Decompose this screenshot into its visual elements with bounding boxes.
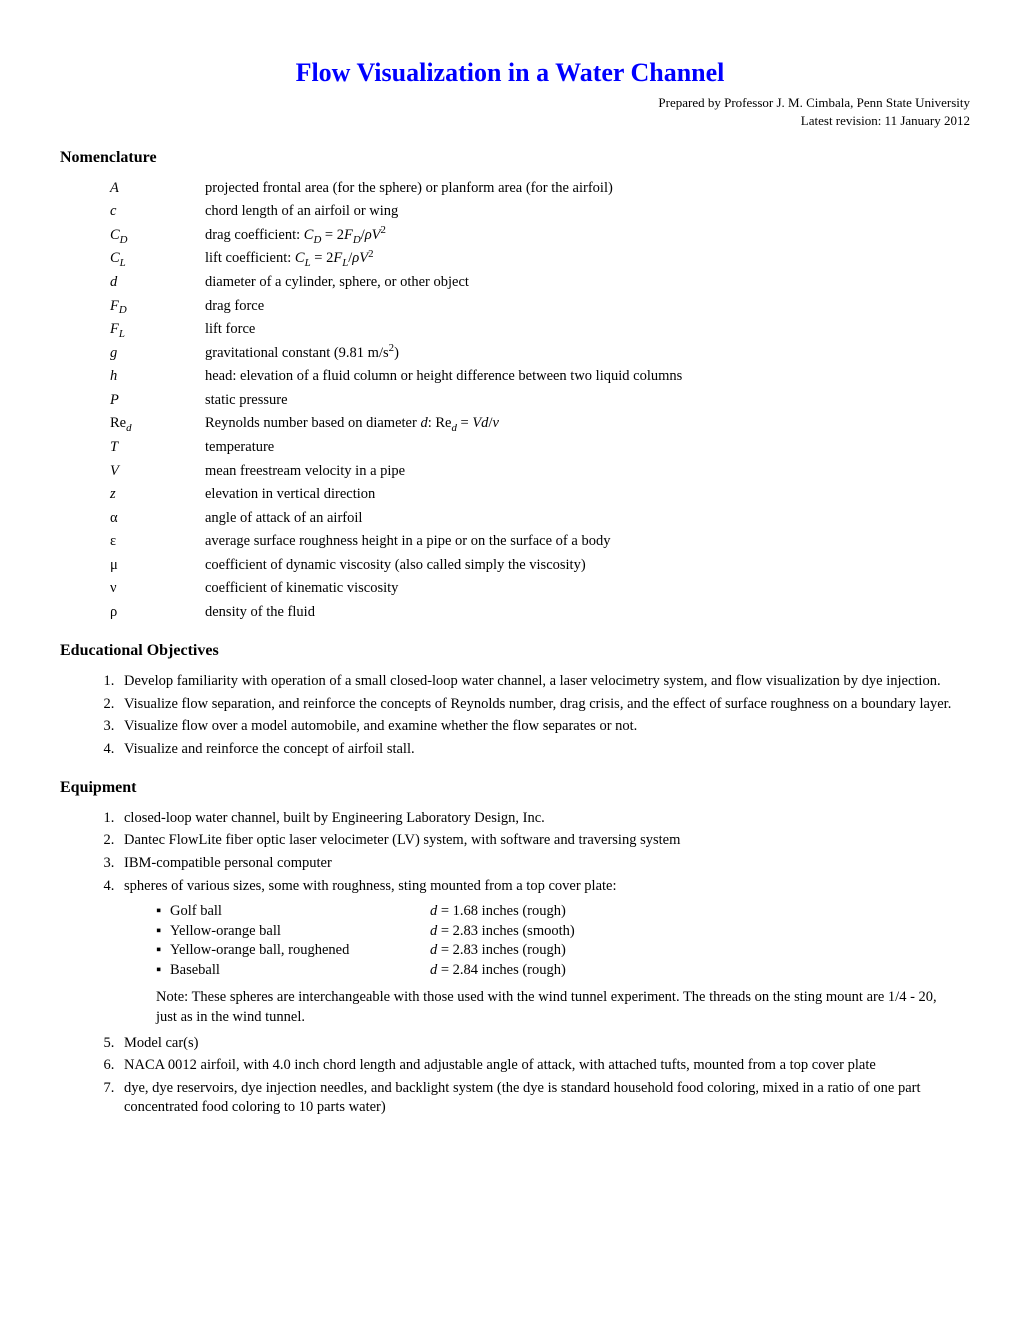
nomenclature-row: CLlift coefficient: CL = 2FL/ρV2 <box>110 249 960 269</box>
list-item: Visualize flow over a model automobile, … <box>118 717 960 737</box>
nomenclature-row: cchord length of an airfoil or wing <box>110 202 960 222</box>
nomenclature-row: αangle of attack of an airfoil <box>110 509 960 529</box>
nom-definition: gravitational constant (9.81 m/s2) <box>205 344 960 364</box>
nom-symbol: ρ <box>110 603 205 623</box>
equipment-list: closed-loop water channel, built by Engi… <box>100 809 960 1118</box>
nom-symbol: h <box>110 367 205 387</box>
nom-symbol: A <box>110 179 205 199</box>
list-item: Dantec FlowLite fiber optic laser veloci… <box>118 831 960 851</box>
nom-symbol: T <box>110 438 205 458</box>
bullet-icon: ▪ <box>156 961 170 981</box>
list-item: Develop familiarity with operation of a … <box>118 672 960 692</box>
sphere-value: d = 2.83 inches (rough) <box>430 941 960 961</box>
byline: Prepared by Professor J. M. Cimbala, Pen… <box>60 94 970 129</box>
sphere-name: Baseball <box>170 961 430 981</box>
nomenclature-row: Aprojected frontal area (for the sphere)… <box>110 179 960 199</box>
nomenclature-row: hhead: elevation of a fluid column or he… <box>110 367 960 387</box>
nom-symbol: z <box>110 485 205 505</box>
heading-objectives: Educational Objectives <box>60 640 960 662</box>
sphere-name: Golf ball <box>170 902 430 922</box>
nomenclature-row: ggravitational constant (9.81 m/s2) <box>110 344 960 364</box>
nomenclature-row: Pstatic pressure <box>110 391 960 411</box>
bullet-icon: ▪ <box>156 941 170 961</box>
nomenclature-row: FDdrag force <box>110 297 960 317</box>
nomenclature-row: εaverage surface roughness height in a p… <box>110 532 960 552</box>
sphere-row: ▪Baseballd = 2.84 inches (rough) <box>156 961 960 981</box>
nom-definition: head: elevation of a fluid column or hei… <box>205 367 960 387</box>
nomenclature-row: ρdensity of the fluid <box>110 603 960 623</box>
nomenclature-row: μcoefficient of dynamic viscosity (also … <box>110 556 960 576</box>
nom-symbol: CD <box>110 226 205 246</box>
revision-line: Latest revision: 11 January 2012 <box>801 113 970 128</box>
sphere-row: ▪Yellow-orange ball, roughenedd = 2.83 i… <box>156 941 960 961</box>
nom-definition: average surface roughness height in a pi… <box>205 532 960 552</box>
objectives-list: Develop familiarity with operation of a … <box>100 672 960 759</box>
nom-definition: elevation in vertical direction <box>205 485 960 505</box>
nom-definition: static pressure <box>205 391 960 411</box>
nom-definition: density of the fluid <box>205 603 960 623</box>
nom-definition: mean freestream velocity in a pipe <box>205 462 960 482</box>
nom-definition: projected frontal area (for the sphere) … <box>205 179 960 199</box>
list-item: spheres of various sizes, some with roug… <box>118 877 960 1028</box>
sphere-value: d = 2.83 inches (smooth) <box>430 922 960 942</box>
nomenclature-row: zelevation in vertical direction <box>110 485 960 505</box>
nomenclature-row: ddiameter of a cylinder, sphere, or othe… <box>110 273 960 293</box>
nomenclature-row: Ttemperature <box>110 438 960 458</box>
nom-symbol: FD <box>110 297 205 317</box>
nom-symbol: FL <box>110 320 205 340</box>
nom-definition: drag coefficient: CD = 2FD/ρV2 <box>205 226 960 246</box>
bullet-icon: ▪ <box>156 902 170 922</box>
sphere-row: ▪Golf balld = 1.68 inches (rough) <box>156 902 960 922</box>
author-line: Prepared by Professor J. M. Cimbala, Pen… <box>658 95 970 110</box>
sphere-value: d = 2.84 inches (rough) <box>430 961 960 981</box>
sphere-row: ▪Yellow-orange balld = 2.83 inches (smoo… <box>156 922 960 942</box>
nomenclature-table: Aprojected frontal area (for the sphere)… <box>110 179 960 623</box>
nom-symbol: Red <box>110 414 205 434</box>
nomenclature-row: Vmean freestream velocity in a pipe <box>110 462 960 482</box>
nomenclature-row: RedReynolds number based on diameter d: … <box>110 414 960 434</box>
sphere-name: Yellow-orange ball <box>170 922 430 942</box>
nom-symbol: ε <box>110 532 205 552</box>
page-title: Flow Visualization in a Water Channel <box>60 55 960 90</box>
nom-symbol: V <box>110 462 205 482</box>
nom-symbol: CL <box>110 249 205 269</box>
nom-definition: chord length of an airfoil or wing <box>205 202 960 222</box>
sphere-note: Note: These spheres are interchangeable … <box>156 988 960 1027</box>
list-item: NACA 0012 airfoil, with 4.0 inch chord l… <box>118 1056 960 1076</box>
nom-definition: coefficient of kinematic viscosity <box>205 579 960 599</box>
nom-definition: temperature <box>205 438 960 458</box>
heading-equipment: Equipment <box>60 777 960 799</box>
nom-definition: lift coefficient: CL = 2FL/ρV2 <box>205 249 960 269</box>
bullet-icon: ▪ <box>156 922 170 942</box>
nom-definition: lift force <box>205 320 960 340</box>
list-item: IBM-compatible personal computer <box>118 854 960 874</box>
nom-symbol: d <box>110 273 205 293</box>
list-item: Visualize and reinforce the concept of a… <box>118 740 960 760</box>
list-item: Model car(s) <box>118 1034 960 1054</box>
list-item: dye, dye reservoirs, dye injection needl… <box>118 1079 960 1118</box>
nom-definition: angle of attack of an airfoil <box>205 509 960 529</box>
sphere-list: ▪Golf balld = 1.68 inches (rough)▪Yellow… <box>156 902 960 980</box>
nom-symbol: c <box>110 202 205 222</box>
nomenclature-row: CDdrag coefficient: CD = 2FD/ρV2 <box>110 226 960 246</box>
heading-nomenclature: Nomenclature <box>60 147 960 169</box>
list-item: Visualize flow separation, and reinforce… <box>118 695 960 715</box>
sphere-name: Yellow-orange ball, roughened <box>170 941 430 961</box>
nom-definition: Reynolds number based on diameter d: Red… <box>205 414 960 434</box>
nom-symbol: μ <box>110 556 205 576</box>
nom-definition: coefficient of dynamic viscosity (also c… <box>205 556 960 576</box>
nom-symbol: ν <box>110 579 205 599</box>
nom-definition: drag force <box>205 297 960 317</box>
nom-symbol: g <box>110 344 205 364</box>
nom-symbol: α <box>110 509 205 529</box>
nom-symbol: P <box>110 391 205 411</box>
sphere-value: d = 1.68 inches (rough) <box>430 902 960 922</box>
nom-definition: diameter of a cylinder, sphere, or other… <box>205 273 960 293</box>
nomenclature-row: νcoefficient of kinematic viscosity <box>110 579 960 599</box>
nomenclature-row: FLlift force <box>110 320 960 340</box>
list-item: closed-loop water channel, built by Engi… <box>118 809 960 829</box>
